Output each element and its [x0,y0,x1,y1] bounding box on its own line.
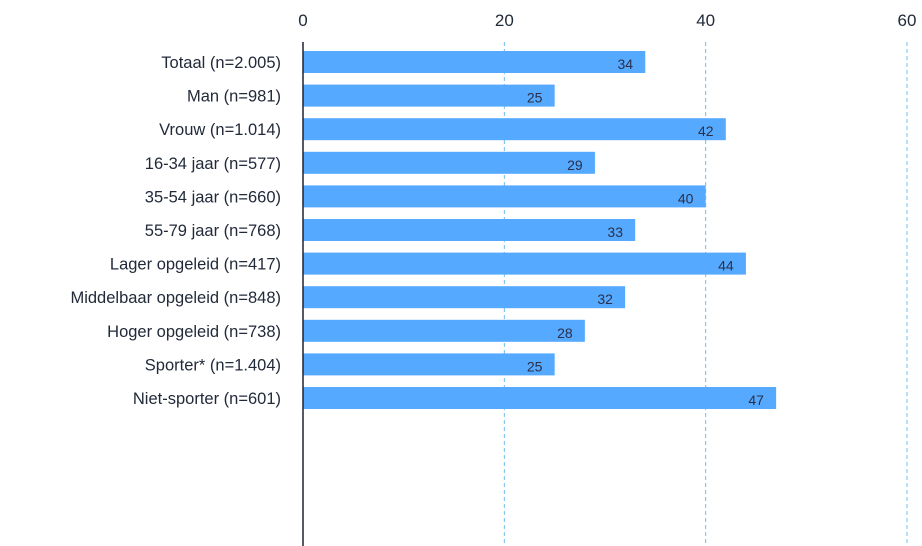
category-labels: Totaal (n=2.005) Man (n=981) Vrouw (n=1.01… [70,54,281,408]
category-label-1: Man (n=981) [187,88,281,106]
category-label-9: Sporter* (n=1.404) [145,356,281,374]
data-label-10: 47 [748,392,764,408]
bar-0 [303,51,646,73]
data-label-8: 28 [557,325,573,341]
category-label-6: Lager opgeleid (n=417) [110,256,281,274]
data-label-4: 40 [678,190,694,206]
bar-4 [303,185,706,208]
bar-2 [303,118,726,141]
category-label-2: Vrouw (n=1.014) [159,121,281,139]
data-label-5: 33 [607,224,623,240]
data-label-3: 29 [567,157,583,173]
category-label-7: Middelbaar opgeleid (n=848) [70,289,281,307]
bar-9 [303,353,555,376]
bar-6 [303,252,746,275]
bar-3 [303,151,595,174]
data-label-1: 25 [527,90,543,106]
bar-7 [303,286,626,309]
x-tick-label-40: 40 [696,11,715,30]
bars [303,51,777,409]
category-label-3: 16-34 jaar (n=577) [145,155,281,173]
data-labels: 34 25 42 29 40 33 44 32 28 25 47 [527,56,764,408]
category-label-8: Hoger opgeleid (n=738) [107,323,281,341]
category-label-4: 35-54 jaar (n=660) [145,188,281,206]
data-label-6: 44 [718,258,734,274]
x-tick-label-0: 0 [298,11,307,30]
bar-8 [303,319,585,342]
data-label-7: 32 [597,291,613,307]
bar-10 [303,387,777,409]
data-label-9: 25 [527,358,543,374]
category-label-0: Totaal (n=2.005) [161,54,281,72]
x-tick-labels: 0 20 40 60 [298,11,916,30]
data-label-0: 34 [617,56,633,72]
category-label-5: 55-79 jaar (n=768) [145,222,281,240]
data-label-2: 42 [698,123,714,139]
x-tick-label-20: 20 [495,11,514,30]
category-label-10: Niet-sporter (n=601) [133,390,281,408]
x-tick-label-60: 60 [898,11,917,30]
bar-5 [303,219,636,241]
bar-1 [303,84,555,107]
